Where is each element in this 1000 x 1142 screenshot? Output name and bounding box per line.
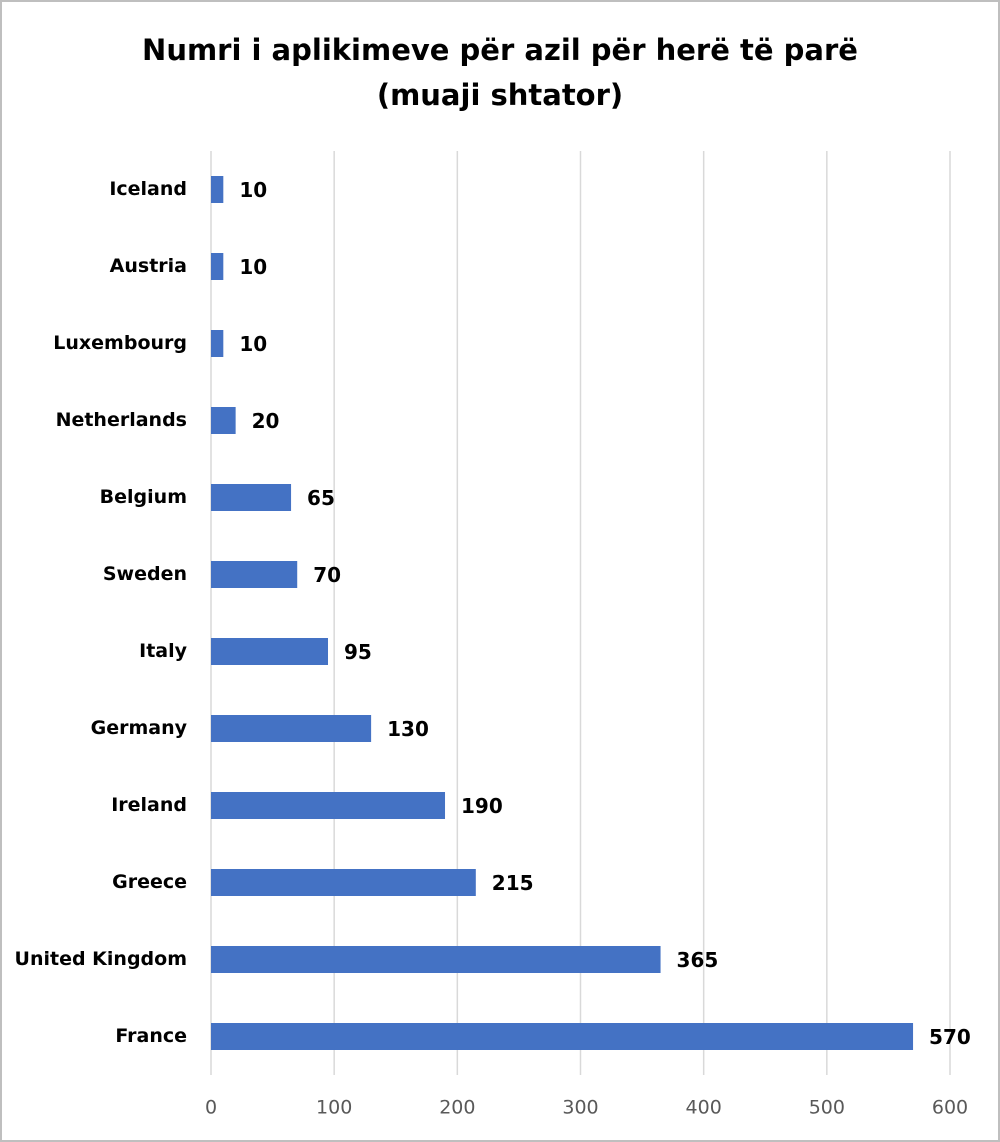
y-tick-label: Italy [139, 640, 187, 662]
value-label: 130 [387, 717, 429, 741]
y-tick-label: Luxembourg [53, 332, 187, 354]
bar [211, 715, 372, 742]
y-tick-label: Austria [110, 255, 187, 277]
value-label: 95 [344, 640, 372, 664]
x-tick-label: 0 [205, 1097, 217, 1119]
value-label: 65 [307, 486, 335, 510]
y-tick-label: Ireland [111, 794, 187, 816]
bar [211, 792, 446, 819]
bar [211, 638, 329, 665]
y-tick-label: Sweden [103, 563, 187, 585]
bar [211, 561, 298, 588]
y-tick-label: France [115, 1025, 187, 1047]
value-label: 70 [313, 563, 341, 587]
x-tick-label: 100 [316, 1097, 352, 1119]
bar [211, 484, 292, 511]
value-label: 10 [239, 332, 267, 356]
y-tick-label: Iceland [109, 178, 187, 200]
x-tick-label: 300 [562, 1097, 598, 1119]
value-label: 20 [252, 409, 280, 433]
x-tick-label: 500 [809, 1097, 845, 1119]
value-label: 215 [492, 871, 534, 895]
x-tick-label: 200 [439, 1097, 475, 1119]
value-label: 10 [239, 255, 267, 279]
y-tick-label: Netherlands [56, 409, 187, 431]
y-tick-label: United Kingdom [15, 948, 187, 970]
x-tick-label: 400 [686, 1097, 722, 1119]
value-label: 365 [677, 948, 719, 972]
value-label: 570 [929, 1025, 971, 1049]
bar [211, 946, 661, 973]
y-tick-label: Belgium [100, 486, 187, 508]
chart-title: (muaji shtator) [377, 78, 623, 112]
chart-title: Numri i aplikimeve për azil për herë të … [142, 33, 858, 67]
x-tick-label: 600 [932, 1097, 968, 1119]
y-tick-label: Germany [91, 717, 188, 739]
value-label: 190 [461, 794, 503, 818]
bar [211, 1023, 914, 1050]
bar [211, 253, 224, 280]
bar [211, 869, 476, 896]
bar [211, 330, 224, 357]
bar [211, 176, 224, 203]
bar [211, 407, 236, 434]
y-tick-label: Greece [112, 871, 187, 893]
value-label: 10 [239, 178, 267, 202]
